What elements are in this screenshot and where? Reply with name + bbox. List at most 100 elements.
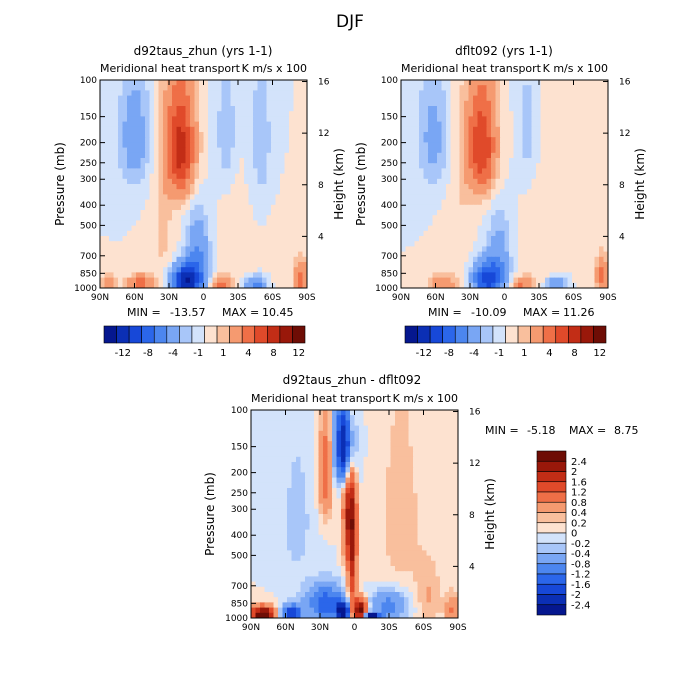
heatmap-cell <box>235 220 241 227</box>
heatmap-cell <box>300 441 306 447</box>
heatmap-cell <box>585 173 591 180</box>
heatmap-cell <box>599 142 605 149</box>
heatmap-cell <box>291 534 297 541</box>
heatmap-cell <box>199 241 205 247</box>
panel-2-max-value: 11.26 <box>563 306 595 319</box>
heatmap-cell <box>208 158 214 164</box>
heatmap-cell <box>176 267 182 273</box>
heatmap-cell <box>585 116 591 123</box>
heatmap-cell <box>145 100 151 107</box>
heatmap-cell <box>269 534 275 541</box>
figure-title: DJF <box>336 12 364 32</box>
heatmap-cell <box>468 163 474 169</box>
heatmap-cell <box>163 241 169 247</box>
heatmap-cell <box>273 503 279 510</box>
heatmap-cell <box>266 230 272 237</box>
heatmap-cell <box>464 277 470 284</box>
heatmap-cell <box>495 277 501 284</box>
heatmap-cell <box>257 189 263 195</box>
heatmap-cell <box>181 178 187 185</box>
heatmap-cell <box>464 90 470 97</box>
heatmap-cell <box>271 163 277 169</box>
heatmap-cell <box>576 173 582 180</box>
heatmap-cell <box>444 477 450 484</box>
heatmap-cell <box>522 132 528 138</box>
heatmap-cell <box>257 90 263 97</box>
heatmap-cell <box>275 178 281 185</box>
heatmap-cell <box>190 215 196 221</box>
heatmap-cell <box>257 282 263 288</box>
heatmap-cell <box>527 163 533 169</box>
heatmap-cell <box>300 451 306 458</box>
heatmap-cell <box>293 204 299 211</box>
heatmap-cell <box>336 472 342 479</box>
heatmap-cell <box>554 215 560 221</box>
heatmap-cell <box>413 477 419 484</box>
heatmap-cell <box>468 246 474 253</box>
heatmap-cell <box>327 436 333 442</box>
heatmap-cell <box>289 272 295 279</box>
heatmap-cell <box>414 272 420 279</box>
heatmap-cell <box>386 430 392 437</box>
heatmap-cell <box>464 236 470 242</box>
heatmap-cell <box>468 173 474 180</box>
heatmap-cell <box>486 142 492 149</box>
heatmap-cell <box>136 168 142 175</box>
heatmap-cell <box>563 158 569 164</box>
heatmap-cell <box>275 106 281 112</box>
heatmap-cell <box>599 262 605 268</box>
heatmap-cell <box>336 498 342 505</box>
heatmap-cell <box>264 524 270 531</box>
heatmap-cell <box>212 282 218 288</box>
heatmap-cell <box>289 251 295 258</box>
heatmap-cell <box>314 462 320 468</box>
heatmap-cell <box>140 246 146 253</box>
heatmap-cell <box>149 236 155 242</box>
heatmap-cell <box>459 132 465 138</box>
heatmap-cell <box>540 106 546 112</box>
heatmap-cell <box>167 246 173 253</box>
heatmap-cell <box>176 147 182 154</box>
heatmap-cell <box>235 116 241 123</box>
heatmap-cell <box>154 220 160 227</box>
heatmap-cell <box>354 467 360 473</box>
heatmap-cell <box>486 178 492 185</box>
heatmap-cell <box>300 524 306 531</box>
heatmap-cell <box>414 80 420 86</box>
heatmap-cell <box>163 236 169 242</box>
heatmap-cell <box>284 256 290 263</box>
heatmap-cell <box>486 95 492 102</box>
heatmap-cell <box>109 116 115 123</box>
heatmap-cell <box>194 277 200 284</box>
heatmap-cell <box>581 194 587 201</box>
heatmap-cell <box>401 251 407 258</box>
heatmap-cell <box>563 85 569 91</box>
heatmap-cell <box>495 121 501 128</box>
heatmap-cell <box>336 467 342 473</box>
heatmap-cell <box>199 152 205 159</box>
heatmap-cell <box>455 85 461 91</box>
heatmap-cell <box>293 256 299 263</box>
heatmap-cell <box>450 147 456 154</box>
heatmap-cell <box>113 111 119 117</box>
heatmap-cell <box>136 189 142 195</box>
heatmap-cell <box>386 415 392 421</box>
heatmap-cell <box>437 184 443 190</box>
heatmap-cell <box>253 246 259 253</box>
heatmap-cell <box>585 215 591 221</box>
heatmap-cell <box>368 462 374 468</box>
heatmap-cell <box>468 277 474 284</box>
heatmap-cell <box>459 225 465 232</box>
heatmap-cell <box>145 262 151 268</box>
heatmap-cell <box>536 262 542 268</box>
heatmap-cell <box>109 256 115 263</box>
heatmap-cell <box>226 132 232 138</box>
heatmap-cell <box>450 246 456 253</box>
heatmap-cell <box>599 241 605 247</box>
heatmap-cell <box>603 277 608 284</box>
heatmap-cell <box>449 529 455 536</box>
heatmap-cell <box>603 100 608 107</box>
heatmap-cell <box>419 204 425 211</box>
heatmap-cell <box>455 111 461 117</box>
heatmap-cell <box>432 147 438 154</box>
